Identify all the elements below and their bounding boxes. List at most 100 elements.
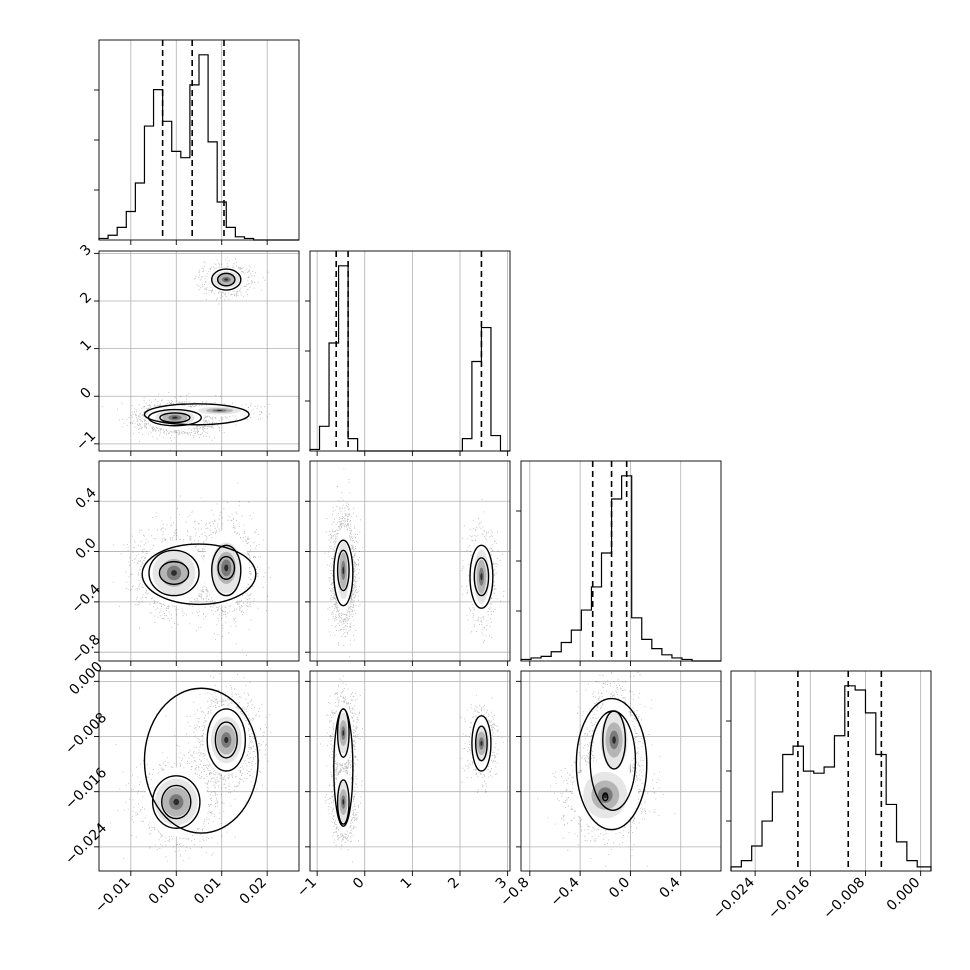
grid-lines xyxy=(316,251,509,451)
y-tick-label: −0.8 xyxy=(68,632,103,667)
contour-line xyxy=(602,710,627,770)
contour-line xyxy=(206,708,247,772)
density-area xyxy=(112,482,271,656)
density-area xyxy=(324,468,505,658)
scatter-panel-1-3: −1 0 1 2 3 xyxy=(294,670,511,901)
scatter-points xyxy=(110,671,272,862)
x-tick-label: 0.01 xyxy=(191,875,224,908)
contour-line xyxy=(575,697,648,831)
x-tick-label: 0.02 xyxy=(237,875,270,908)
contour-line xyxy=(336,708,350,758)
y-tick-label: −0.024 xyxy=(62,820,110,868)
contour-line xyxy=(602,793,609,802)
x-tick-label: 0.000 xyxy=(884,875,924,915)
grid-lines xyxy=(754,671,922,871)
y-tick-label: 0.4 xyxy=(73,485,100,512)
panel-frame xyxy=(730,670,932,872)
scatter-dots xyxy=(110,671,272,862)
panel-frame xyxy=(520,670,722,872)
scatter-panel-1-2 xyxy=(305,460,511,666)
x-tick-label: 0.00 xyxy=(146,875,179,908)
panel-frame xyxy=(309,460,511,662)
scatter-panel-0-3: −0.01 0.00 0.01 0.02 −0.024 −0.016 −0.008 0.000 xyxy=(62,659,300,917)
contour-line xyxy=(211,268,242,291)
density-level xyxy=(612,736,616,744)
y-tick-label: 0.0 xyxy=(73,535,100,562)
contour-line xyxy=(336,779,350,825)
scatter-points xyxy=(537,671,676,867)
hist-panel-3: −0.024 −0.016 −0.008 0.000 xyxy=(710,670,932,923)
panel-frame xyxy=(98,670,300,872)
contour-line xyxy=(143,687,259,834)
density-area xyxy=(537,671,676,867)
y-tick-label: 0.000 xyxy=(66,659,106,699)
contour-line xyxy=(333,539,354,607)
contour-line xyxy=(473,557,490,597)
contour-line xyxy=(148,549,200,597)
contour-line xyxy=(475,725,488,762)
histogram-step xyxy=(309,265,510,452)
contour-line xyxy=(469,544,494,609)
y-tick-label: 3 xyxy=(77,242,95,260)
contour-line xyxy=(336,549,350,592)
histogram-step xyxy=(730,685,932,871)
x-tick-label: −0.016 xyxy=(765,874,813,922)
density-level xyxy=(342,566,345,575)
density-level xyxy=(224,278,229,281)
panel-frame xyxy=(98,460,300,662)
contour-line xyxy=(161,784,192,820)
x-tick-label: −0.01 xyxy=(92,875,134,917)
density-area xyxy=(110,671,272,862)
density-level xyxy=(480,740,483,746)
density-level xyxy=(173,798,180,806)
density-level xyxy=(224,736,229,744)
grid-lines xyxy=(99,671,299,871)
density-level xyxy=(216,410,223,412)
y-tick-label: 2 xyxy=(77,289,95,307)
contour-line xyxy=(143,403,250,426)
contour-line xyxy=(159,412,191,424)
x-tick-label: −0.024 xyxy=(710,874,758,922)
density-area xyxy=(102,256,270,451)
y-tick-label: 1 xyxy=(77,337,95,355)
x-tick-label: 0.4 xyxy=(657,874,684,901)
hist-panel-0 xyxy=(94,39,300,245)
grid-lines xyxy=(130,40,268,240)
contour-line xyxy=(217,555,236,580)
contour-line xyxy=(147,408,202,427)
density-area xyxy=(320,675,504,863)
y-tick-label: −1 xyxy=(73,428,99,454)
scatter-panel-0-1: −1 0 1 2 3 xyxy=(73,242,300,456)
contour-line xyxy=(471,715,492,772)
x-tick-label: −0.008 xyxy=(820,875,868,923)
contour-line xyxy=(141,543,257,606)
density-level xyxy=(171,570,177,576)
contour-line xyxy=(211,544,242,597)
density-level xyxy=(224,564,229,572)
density-level xyxy=(342,799,345,805)
density-level xyxy=(342,730,345,736)
y-tick-label: −0.016 xyxy=(62,765,110,813)
scatter-dots xyxy=(537,671,676,867)
y-tick-label: 0 xyxy=(77,385,95,403)
contour-line xyxy=(158,560,190,585)
scatter-panel-2-3: −0.8 −0.4 0.0 0.4 xyxy=(497,670,722,910)
x-tick-label: −1 xyxy=(294,875,320,901)
scatter-panel-0-2: −0.8−0.40.00.4 xyxy=(68,460,300,667)
contour-line xyxy=(216,272,236,287)
grid-lines xyxy=(529,461,682,661)
x-tick-label: 2 xyxy=(445,875,463,893)
panel-frame xyxy=(309,670,511,872)
x-tick-label: 1 xyxy=(398,875,416,893)
x-tick-label: 0.0 xyxy=(606,875,633,902)
contour-line xyxy=(151,775,201,829)
x-tick-label: −0.4 xyxy=(548,874,583,909)
panel-frame xyxy=(520,460,722,662)
density-level xyxy=(480,573,483,581)
panel-frame xyxy=(309,250,511,452)
panel-frame xyxy=(98,250,300,452)
histogram-step xyxy=(98,54,299,241)
hist-panel-2 xyxy=(516,460,722,666)
contour-line xyxy=(214,721,238,759)
